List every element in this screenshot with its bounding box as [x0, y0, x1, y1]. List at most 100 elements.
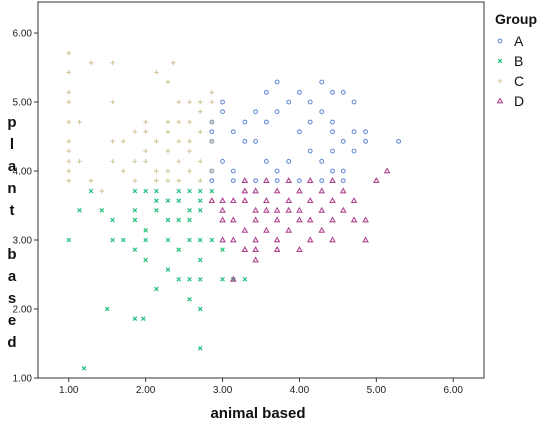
data-point-group-b [132, 247, 138, 253]
data-point-group-c [165, 129, 171, 135]
data-point-group-d [306, 177, 314, 184]
data-point-group-a [330, 119, 335, 125]
data-point-group-b [143, 228, 148, 233]
data-point-group-c [143, 148, 148, 154]
data-point-group-b [143, 237, 148, 243]
data-point-group-a [396, 138, 402, 144]
data-point-group-d [306, 216, 314, 223]
data-point-group-c [176, 139, 182, 144]
data-point-group-c [187, 119, 192, 125]
data-point-group-d [318, 226, 326, 233]
data-point-group-c [132, 159, 138, 164]
data-point-group-c [187, 139, 192, 144]
data-point-group-c [176, 178, 182, 183]
data-point-group-b [242, 277, 248, 282]
data-point-group-b [132, 208, 138, 213]
data-point-group-d [273, 246, 281, 253]
data-point-group-c [77, 159, 82, 164]
data-point-group-a [220, 158, 226, 164]
data-point-group-b [209, 188, 215, 194]
data-point-group-d [252, 236, 259, 243]
data-point-group-c [154, 168, 159, 174]
x-tick-label: 5.00 [367, 385, 387, 396]
data-point-group-c [165, 168, 171, 174]
data-point-group-b [154, 188, 159, 194]
data-point-group-a [319, 178, 325, 184]
data-point-group-a [330, 168, 335, 174]
data-point-group-d [285, 226, 293, 233]
data-point-group-c [154, 178, 159, 183]
data-point-group-a [330, 89, 335, 95]
data-point-group-d [306, 197, 314, 204]
data-point-group-c [176, 159, 182, 164]
data-point-group-b [220, 247, 225, 253]
data-point-group-b [165, 217, 171, 223]
data-point-group-c [176, 119, 182, 125]
data-point-group-b [141, 316, 146, 321]
data-point-group-a [286, 158, 292, 164]
data-point-group-b [132, 316, 138, 321]
data-point-group-a [286, 99, 292, 105]
data-point-group-d [229, 236, 237, 243]
data-point-group-d [318, 187, 326, 194]
data-point-group-a [351, 129, 357, 135]
data-point-group-c [209, 90, 215, 95]
y-axis-title-letter: l [10, 136, 14, 153]
data-point-group-d [273, 187, 281, 194]
x-tick-label: 2.00 [136, 385, 156, 396]
data-point-group-d [296, 206, 303, 213]
data-point-group-c [66, 50, 72, 56]
data-point-group-c [99, 188, 105, 194]
data-point-group-c [132, 178, 138, 183]
legend-marker-c [497, 78, 503, 84]
legend-label-c: C [514, 73, 524, 89]
data-point-group-c [132, 129, 138, 135]
data-point-group-d [373, 177, 380, 184]
data-point-group-b [110, 217, 115, 223]
data-point-group-c [110, 99, 115, 105]
data-point-group-a [242, 138, 248, 144]
data-point-group-d [229, 275, 237, 282]
data-point-group-c [66, 178, 72, 183]
y-axis-title-letter: a [8, 268, 17, 285]
data-point-group-d [263, 206, 270, 213]
x-axis: 1.00 2.00 3.00 4.00 5.00 6.00 [59, 378, 463, 396]
data-point-group-c [66, 159, 72, 164]
y-tick-label: 1.00 [13, 374, 33, 385]
data-point-group-c [66, 70, 72, 75]
data-point-group-d [263, 197, 270, 204]
data-point-group-b [209, 237, 215, 243]
data-point-group-a [340, 168, 346, 174]
data-point-group-c [121, 168, 126, 174]
data-point-group-b [176, 247, 182, 253]
data-point-group-d [241, 187, 249, 194]
data-point-group-c [209, 168, 215, 174]
data-point-group-d [229, 197, 237, 204]
data-point-group-b [197, 346, 203, 351]
data-point-group-c [88, 60, 94, 66]
data-point-group-a [319, 109, 325, 115]
data-point-group-d [252, 246, 259, 253]
data-point-group-d [285, 177, 293, 184]
data-point-group-d [208, 197, 216, 204]
data-points [66, 50, 402, 371]
data-point-group-c [165, 148, 171, 154]
data-point-group-d [219, 236, 226, 243]
data-point-group-c [197, 99, 203, 105]
data-point-group-a [319, 79, 325, 85]
legend-title: Group [495, 11, 537, 27]
data-point-group-a [242, 119, 248, 125]
data-point-group-d [296, 187, 303, 194]
data-point-group-b [197, 237, 203, 243]
y-axis-title-letter: n [7, 180, 16, 197]
data-point-group-c [187, 99, 192, 105]
data-point-group-b [165, 267, 171, 273]
data-point-group-b [197, 198, 203, 204]
y-axis-title-letter: t [10, 202, 15, 219]
data-point-group-d [296, 246, 303, 253]
data-point-group-d [318, 206, 326, 213]
data-point-group-c [197, 109, 203, 114]
data-point-group-a [274, 178, 280, 184]
